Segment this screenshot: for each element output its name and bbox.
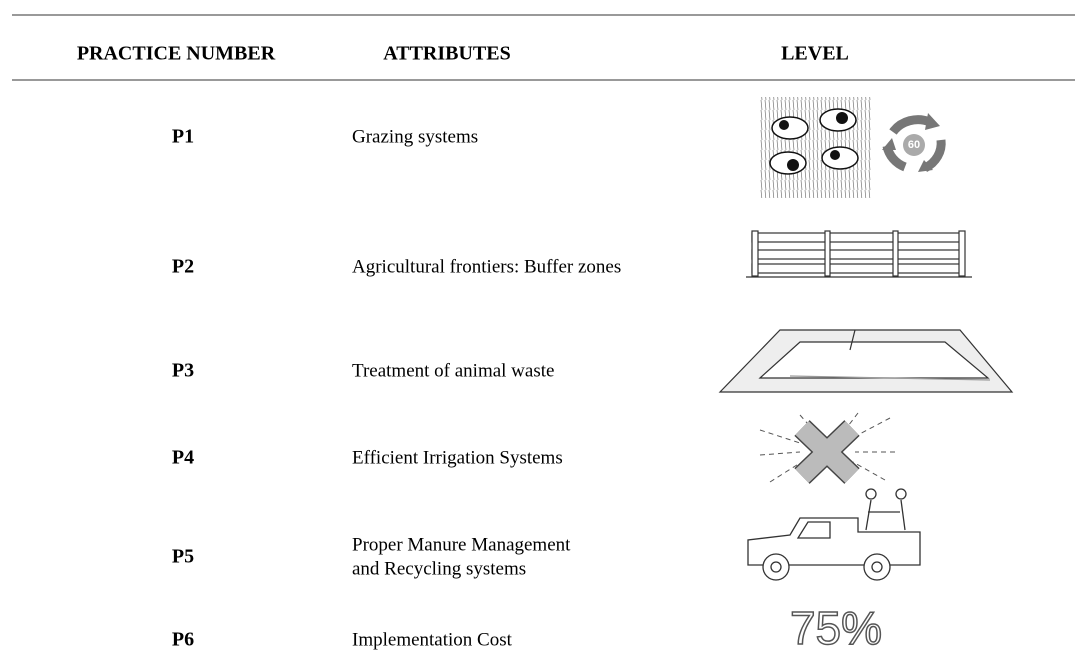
cross-icon xyxy=(759,412,895,484)
recycle-label: 60 xyxy=(908,139,920,151)
attribute: Agricultural frontiers: Buffer zones xyxy=(352,256,621,277)
practice-number: P1 xyxy=(172,126,194,148)
grazing-icon xyxy=(760,97,946,198)
practice-number: P2 xyxy=(172,256,194,278)
header-level: LEVEL xyxy=(781,43,849,65)
practice-number: P6 xyxy=(172,629,194,651)
practice-number: P4 xyxy=(172,447,194,469)
attribute: Implementation Cost xyxy=(352,629,513,650)
lagoon-icon xyxy=(718,329,1014,393)
header-attributes: ATTRIBUTES xyxy=(383,43,510,65)
header-practice: PRACTICE NUMBER xyxy=(77,43,276,65)
attribute: Treatment of animal waste xyxy=(352,360,554,381)
fence-icon xyxy=(746,230,972,278)
attribute: Grazing systems xyxy=(352,126,478,147)
attribute: and Recycling systems xyxy=(352,558,526,579)
practice-number: P3 xyxy=(172,360,194,382)
cost-level: 75% xyxy=(790,602,882,653)
attribute: Proper Manure Management xyxy=(352,534,571,555)
truck-icon xyxy=(747,488,921,581)
practice-number: P5 xyxy=(172,546,194,568)
attribute: Efficient Irrigation Systems xyxy=(352,447,563,468)
